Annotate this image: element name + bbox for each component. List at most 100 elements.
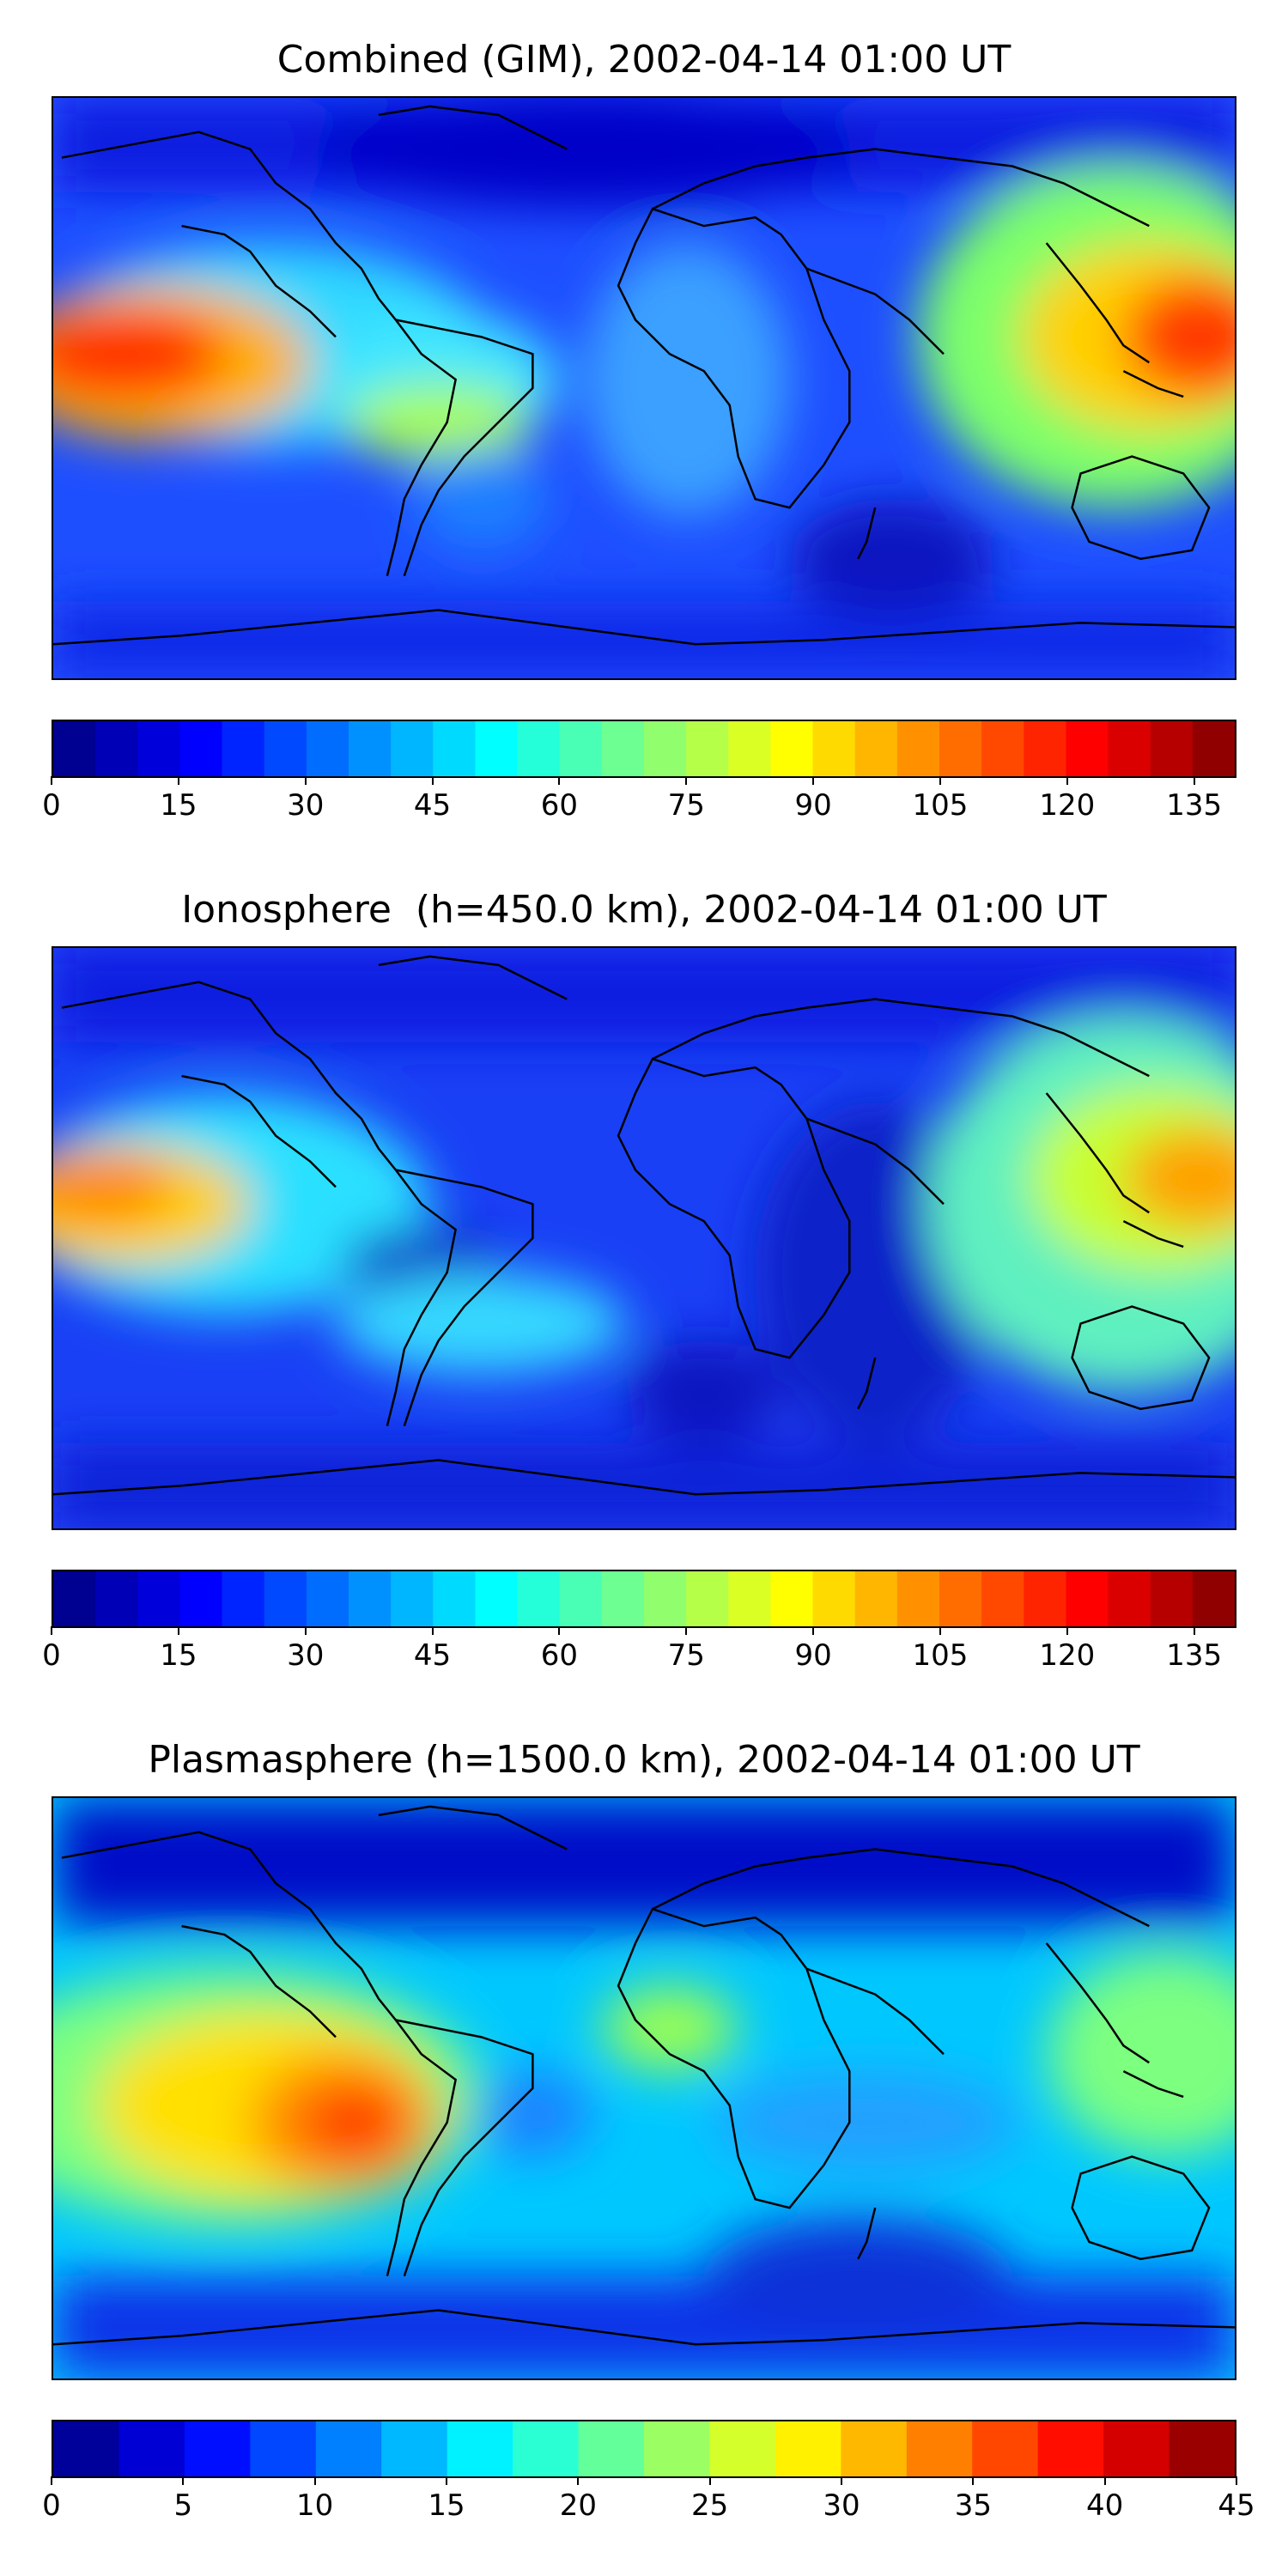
colorbar-tick-label: 30 [287, 1638, 325, 1673]
colorbar-band [939, 1571, 982, 1626]
colorbar-band [137, 1571, 181, 1626]
colorbar-tick-mark [1193, 776, 1195, 785]
panel-plasmasphere: Plasmasphere (h=1500.0 km), 2002-04-14 0… [0, 1700, 1288, 2576]
colorbar-band [686, 721, 729, 776]
colorbar-band [517, 721, 561, 776]
colorbar-band [812, 1571, 856, 1626]
colorbar-tick-mark [313, 2476, 316, 2485]
colorbar-tick-mark [972, 2476, 975, 2485]
colorbar-tick-label: 30 [287, 788, 325, 823]
colorbar-tick-label: 45 [413, 788, 452, 823]
colorbar-band [644, 1571, 687, 1626]
colorbar-tick-mark [812, 1626, 815, 1635]
colorbar-band [770, 721, 814, 776]
colorbar-band [381, 2421, 448, 2476]
colorbar-band [53, 721, 96, 776]
colorbar-band [184, 2421, 251, 2476]
colorbar-band [264, 1571, 307, 1626]
colorbar-tick-label: 90 [794, 1638, 832, 1673]
colorbar [52, 720, 1236, 778]
colorbar-tick-mark [558, 776, 561, 785]
colorbar-band [1169, 2421, 1235, 2476]
panel-title: Plasmasphere (h=1500.0 km), 2002-04-14 0… [148, 1738, 1140, 1782]
colorbar-tick-label: 25 [691, 2488, 729, 2523]
colorbar-band [179, 721, 223, 776]
colorbar-tick-label: 105 [912, 1638, 969, 1673]
colorbar-tick-label: 45 [1218, 2488, 1255, 2523]
colorbar-band [644, 721, 687, 776]
colorbar-band [728, 721, 772, 776]
colorbar-band [981, 721, 1024, 776]
world-map-icon [53, 1798, 1235, 2379]
colorbar-band [854, 721, 898, 776]
colorbar-band [433, 721, 477, 776]
colorbar-tick-label: 75 [667, 1638, 705, 1673]
colorbar-band [1108, 721, 1151, 776]
colorbar-band [1024, 721, 1067, 776]
colorbar-tick-mark [1193, 1626, 1195, 1635]
panel-combined: Combined (GIM), 2002-04-14 01:00 UT [0, 0, 1288, 859]
colorbar-band [686, 1571, 729, 1626]
colorbar-tick-mark [182, 2476, 185, 2485]
world-map-icon [53, 98, 1235, 678]
colorbar-band [1192, 1571, 1235, 1626]
colorbar-band [1066, 1571, 1109, 1626]
colorbar-tick-label: 35 [954, 2488, 992, 2523]
colorbar-tick-mark [177, 1626, 179, 1635]
colorbar-tick-label: 15 [428, 2488, 465, 2523]
colorbar-tick-mark [51, 2476, 52, 2485]
colorbar-band [896, 721, 940, 776]
colorbar-band [53, 1571, 96, 1626]
colorbar-band [391, 1571, 434, 1626]
colorbar-band [1150, 721, 1194, 776]
colorbar-band [1103, 2421, 1170, 2476]
colorbar-band [578, 2421, 645, 2476]
colorbar-band [250, 2421, 317, 2476]
panel-title: Ionosphere (h=450.0 km), 2002-04-14 01:0… [181, 888, 1107, 932]
colorbar-tick-label: 0 [42, 788, 61, 823]
colorbar [52, 2420, 1236, 2478]
colorbar-band [896, 1571, 940, 1626]
colorbar-ticks: 0 15 30 45 60 75 90 105 120 135 [42, 776, 1236, 828]
colorbar-band [306, 721, 349, 776]
colorbar-tick-mark [939, 1626, 941, 1635]
colorbar-band [264, 721, 307, 776]
colorbar-tick-mark [577, 2476, 580, 2485]
colorbar-tick-mark [51, 1626, 52, 1635]
colorbar-tick-label: 40 [1086, 2488, 1124, 2523]
colorbar-tick-label: 60 [540, 1638, 579, 1673]
tec-map [52, 946, 1236, 1530]
colorbar-tick-mark [51, 776, 52, 785]
colorbar-tick-label: 45 [413, 1638, 452, 1673]
colorbar-tick-mark [304, 1626, 307, 1635]
colorbar-band [981, 1571, 1024, 1626]
colorbar-gradient [53, 2421, 1235, 2476]
colorbar-band [601, 1571, 645, 1626]
colorbar-band [812, 721, 856, 776]
colorbar-band [770, 1571, 814, 1626]
colorbar-tick-label: 15 [160, 1638, 197, 1673]
colorbar-band [1192, 721, 1235, 776]
colorbar-band [644, 2421, 711, 2476]
colorbar-tick-label: 20 [559, 2488, 597, 2523]
colorbar-band [391, 721, 434, 776]
coastline-icon [53, 105, 1235, 646]
colorbar-band [601, 721, 645, 776]
colorbar-tick-mark [685, 776, 688, 785]
colorbar-tick-label: 105 [912, 788, 969, 823]
colorbar-tick-label: 60 [540, 788, 579, 823]
colorbar-band [349, 1571, 392, 1626]
colorbar-band [1108, 1571, 1151, 1626]
colorbar-tick-mark [1066, 776, 1068, 785]
coastline-icon [53, 1805, 1235, 2346]
panel-ionosphere: Ionosphere (h=450.0 km), 2002-04-14 01:0… [0, 850, 1288, 1709]
colorbar-band [222, 721, 265, 776]
colorbar-band [349, 721, 392, 776]
colorbar-tick-mark [939, 776, 941, 785]
colorbar-tick-label: 120 [1039, 788, 1096, 823]
tec-map [52, 96, 1236, 680]
colorbar-tick-label: 5 [173, 2488, 193, 2523]
colorbar-band [972, 2421, 1039, 2476]
colorbar-tick-label: 90 [794, 788, 832, 823]
colorbar-band [775, 2421, 841, 2476]
